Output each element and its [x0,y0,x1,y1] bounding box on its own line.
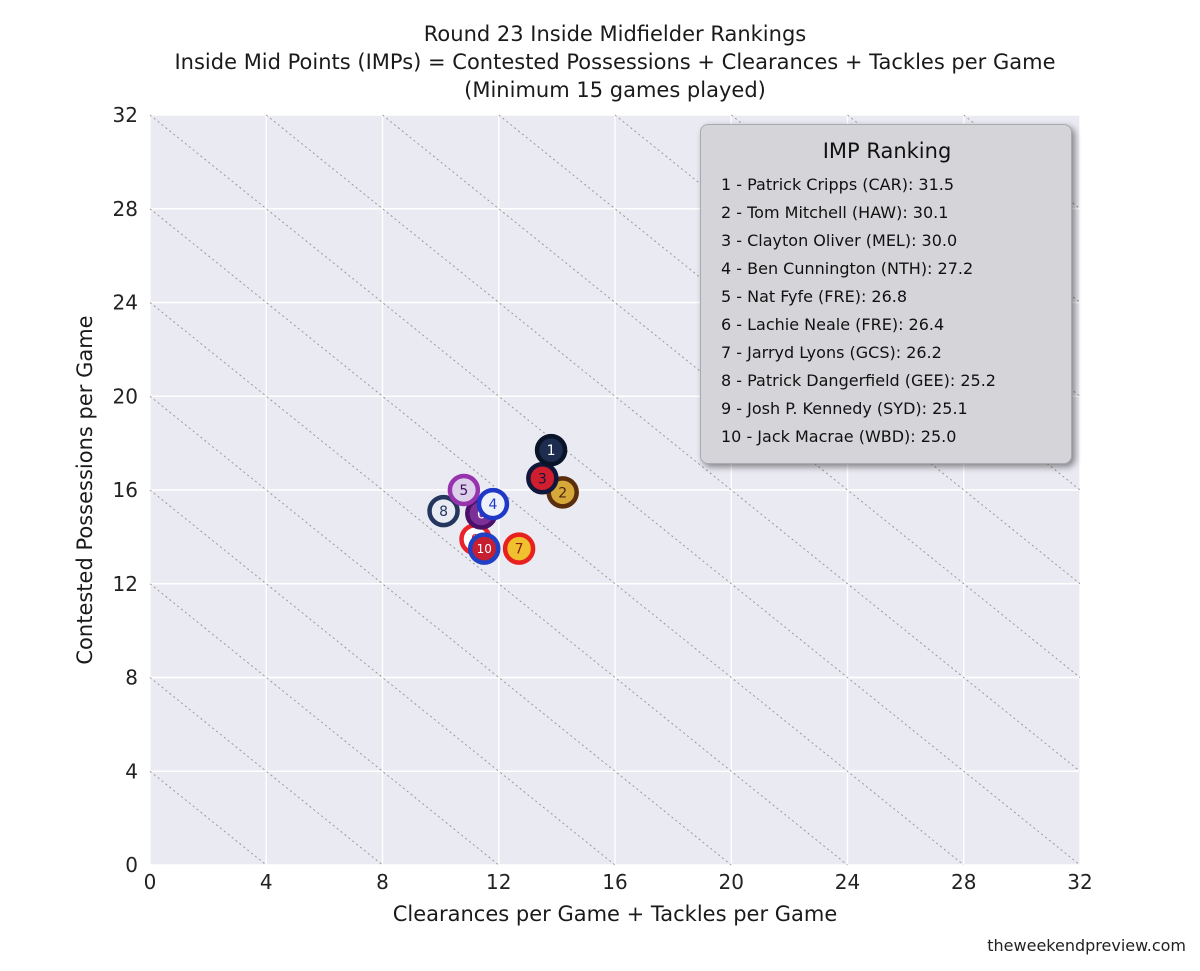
y-tick-label: 24 [113,291,138,315]
legend-entry: 2 - Tom Mitchell (HAW): 30.1 [721,203,949,222]
legend-entries: 1 - Patrick Cripps (CAR): 31.5 2 - Tom Mi… [721,171,1053,451]
player-rank-number: 8 [439,504,448,520]
legend-entry: 1 - Patrick Cripps (CAR): 31.5 [721,175,955,194]
player-marker [526,462,559,495]
chart-title-line-1: Round 23 Inside Midfielder Rankings [423,22,807,46]
chart-title-line-3: (Minimum 15 games played) [464,78,766,102]
x-tick-label: 24 [835,870,860,894]
legend-entry: 9 - Josh P. Kennedy (SYD): 25.1 [721,399,968,418]
player-marker [467,532,501,565]
x-tick-label: 8 [376,870,389,894]
iso-imp-line [149,208,965,866]
y-tick-label: 32 [113,103,138,127]
iso-imp-line [265,114,1081,772]
legend-entry: 3 - Clayton Oliver (MEL): 30.0 [721,231,958,250]
player-point-1: 1 [534,433,568,467]
x-tick-label: 32 [1067,870,1092,894]
legend-entry: 10 - Jack Macrae (WBD): 25.0 [721,427,957,446]
x-tick-label: 4 [260,870,273,894]
player-rank-number: 5 [459,483,468,499]
player-marker [427,494,460,528]
legend-entry: 6 - Lachie Neale (FRE): 26.4 [721,315,945,334]
x-axis-label: Clearances per Game + Tackles per Game [392,902,838,926]
x-tick-label: 0 [144,870,157,894]
iso-imp-line [149,302,848,866]
chart-title-line-2: Inside Mid Points (IMPs) = Contested Pos… [174,50,1056,74]
player-rank-number: 1 [547,443,556,459]
player-rank-number: 2 [558,485,567,501]
legend-entry: 4 - Ben Cunnington (NTH): 27.2 [721,259,974,278]
player-marker [534,433,568,467]
legend-entry: 5 - Nat Fyfe (FRE): 26.8 [721,287,908,306]
player-point-3: 3 [526,462,559,495]
y-tick-label: 20 [113,384,138,408]
legend-entry: 7 - Jarryd Lyons (GCS): 26.2 [721,343,942,362]
y-tick-label: 12 [113,572,138,596]
x-tick-label: 28 [951,870,976,894]
player-rank-number: 10 [477,542,492,556]
x-tick-label: 20 [719,870,744,894]
watermark: theweekendpreview.com [987,936,1186,955]
player-marker [502,532,536,565]
player-marker [447,473,481,507]
legend-entry: 8 - Patrick Dangerfield (GEE): 25.2 [721,371,996,390]
y-tick-label: 16 [113,478,138,502]
player-point-5: 5 [447,473,481,507]
player-point-7: 7 [502,532,536,565]
iso-imp-line [382,114,1081,678]
player-rank-number: 7 [515,542,524,558]
y-tick-label: 4 [125,759,138,783]
y-axis-label: Contested Possessions per Game [73,315,97,665]
y-tick-label: 0 [125,853,138,877]
x-tick-label: 16 [602,870,627,894]
player-point-8: 8 [427,494,460,528]
player-point-4: 4 [476,487,510,521]
x-tick-label: 12 [486,870,511,894]
legend-title: IMP Ranking [822,139,952,163]
chart-title: Round 23 Inside Midfielder Rankings Insi… [135,20,1095,104]
iso-imp-line [149,114,1081,866]
player-rank-number: 4 [488,497,497,513]
legend-box: IMP Ranking 1 - Patrick Cripps (CAR): 31… [700,124,1072,464]
player-rank-number: 3 [538,471,547,487]
y-tick-label: 8 [125,666,138,690]
player-point-10: 10 [467,532,501,565]
y-tick-label: 28 [113,197,138,221]
player-marker [476,487,510,521]
